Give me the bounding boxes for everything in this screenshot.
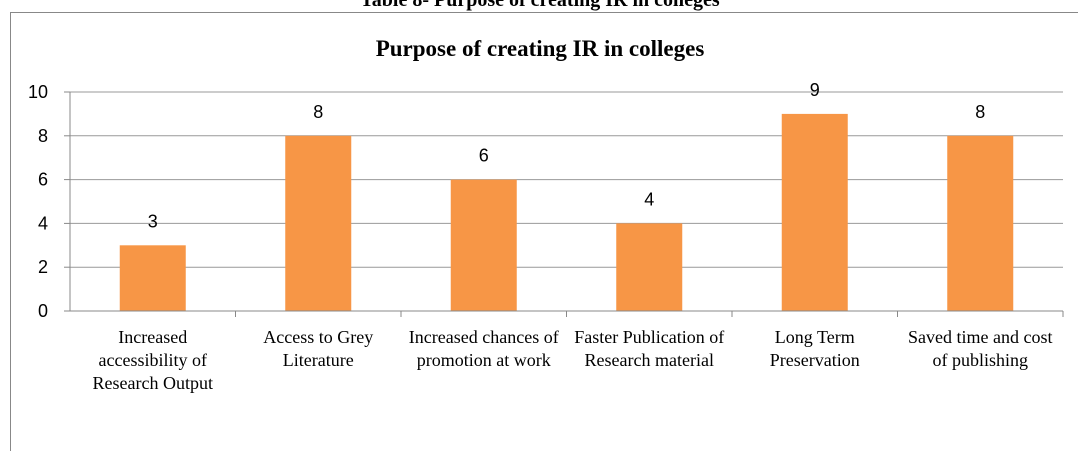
y-tick-label: 6 [38, 170, 48, 190]
bar [616, 223, 683, 311]
x-tick-label: Faster Publication of Research material [574, 327, 724, 370]
bar [285, 135, 352, 311]
y-tick-label: 0 [38, 301, 48, 321]
value-label: 8 [313, 102, 323, 122]
bar [781, 113, 848, 312]
value-label: 9 [810, 80, 820, 100]
x-tick-label: Access to Grey Literature [263, 327, 373, 370]
bar [450, 179, 517, 311]
x-tick-label: Increased accessibility of Research Output [93, 327, 213, 393]
value-label: 3 [148, 211, 158, 231]
chart-title: Purpose of creating IR in colleges [376, 36, 705, 61]
y-tick-label: 10 [28, 82, 48, 102]
y-tick-label: 4 [38, 213, 48, 233]
table-caption: Table 8- Purpose of creating IR in colle… [360, 0, 720, 11]
y-tick-label: 8 [38, 126, 48, 146]
value-label: 8 [975, 102, 985, 122]
x-tick-label: Increased chances of promotion at work [409, 327, 559, 370]
y-tick-label: 2 [38, 257, 48, 277]
x-tick-label: Long Term Preservation [770, 327, 860, 370]
value-label: 4 [644, 189, 654, 209]
chart-border [10, 12, 1078, 451]
bar [119, 245, 186, 311]
value-label: 6 [479, 146, 489, 166]
x-tick-label: Saved time and cost of publishing [908, 327, 1052, 370]
bar [947, 135, 1014, 311]
